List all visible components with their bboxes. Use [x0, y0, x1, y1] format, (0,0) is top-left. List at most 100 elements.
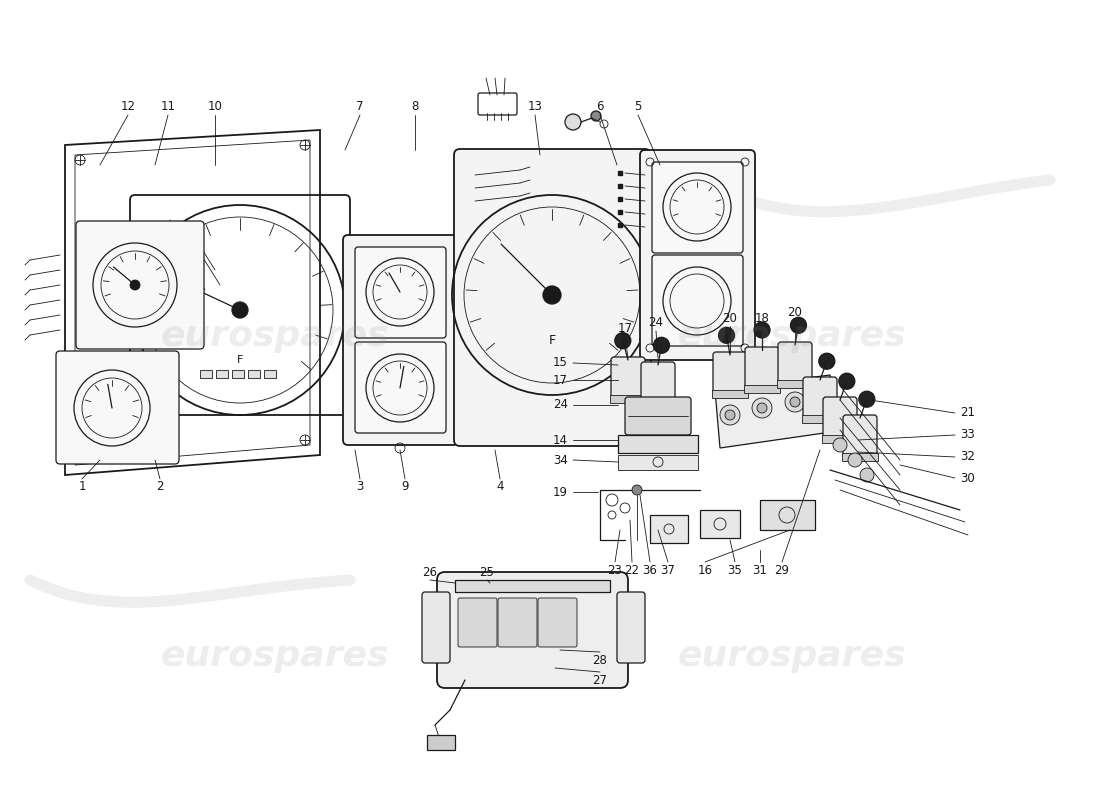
Bar — [712, 390, 748, 398]
Text: 32: 32 — [960, 450, 975, 463]
Text: 37: 37 — [661, 563, 675, 577]
Text: 28: 28 — [593, 654, 607, 666]
FancyBboxPatch shape — [713, 352, 747, 393]
Bar — [200, 370, 212, 378]
FancyBboxPatch shape — [745, 347, 779, 388]
Circle shape — [232, 302, 248, 318]
Text: 15: 15 — [553, 357, 568, 370]
Bar — [640, 400, 676, 408]
Text: 11: 11 — [161, 101, 176, 114]
Text: 18: 18 — [755, 311, 769, 325]
Text: 9: 9 — [402, 481, 409, 494]
Text: 3: 3 — [356, 481, 364, 494]
Text: eurospares: eurospares — [678, 639, 906, 673]
Bar — [610, 395, 646, 403]
Text: 19: 19 — [553, 486, 568, 498]
FancyBboxPatch shape — [823, 397, 857, 438]
Text: 17: 17 — [617, 322, 632, 334]
Text: 14: 14 — [553, 434, 568, 446]
Bar — [264, 370, 276, 378]
Circle shape — [632, 485, 642, 495]
Text: F: F — [236, 355, 243, 365]
Text: 25: 25 — [480, 566, 494, 578]
Bar — [842, 453, 878, 461]
Text: 12: 12 — [121, 101, 135, 114]
Text: eurospares: eurospares — [678, 319, 906, 353]
Text: 2: 2 — [156, 481, 164, 494]
Text: 36: 36 — [642, 563, 658, 577]
Circle shape — [720, 405, 740, 425]
Bar — [700, 510, 740, 538]
Circle shape — [859, 391, 874, 407]
Text: eurospares: eurospares — [161, 319, 389, 353]
FancyBboxPatch shape — [437, 572, 628, 688]
Text: 1: 1 — [78, 481, 86, 494]
Bar — [760, 500, 815, 530]
Text: 30: 30 — [960, 471, 975, 485]
Circle shape — [565, 114, 581, 130]
FancyBboxPatch shape — [498, 598, 537, 647]
Circle shape — [543, 286, 561, 304]
Text: 8: 8 — [411, 101, 419, 114]
Circle shape — [860, 468, 875, 482]
Circle shape — [839, 374, 855, 390]
Text: 27: 27 — [593, 674, 607, 686]
Text: 10: 10 — [208, 101, 222, 114]
Text: 4: 4 — [496, 481, 504, 494]
Circle shape — [791, 318, 806, 334]
Circle shape — [725, 410, 735, 420]
FancyBboxPatch shape — [538, 598, 578, 647]
Bar — [650, 515, 688, 543]
Text: 24: 24 — [553, 398, 568, 411]
Circle shape — [818, 354, 835, 370]
FancyBboxPatch shape — [625, 397, 691, 435]
Polygon shape — [715, 375, 845, 448]
Bar — [822, 435, 858, 443]
Polygon shape — [618, 455, 698, 470]
Circle shape — [833, 438, 847, 452]
FancyBboxPatch shape — [343, 235, 458, 445]
FancyBboxPatch shape — [610, 357, 645, 398]
FancyBboxPatch shape — [56, 351, 179, 464]
Text: 20: 20 — [788, 306, 802, 319]
Text: 23: 23 — [607, 563, 623, 577]
Text: 13: 13 — [528, 101, 542, 114]
Circle shape — [130, 280, 140, 290]
Bar — [232, 370, 244, 378]
FancyBboxPatch shape — [843, 415, 877, 456]
FancyBboxPatch shape — [803, 377, 837, 418]
FancyBboxPatch shape — [652, 162, 742, 253]
FancyBboxPatch shape — [454, 149, 651, 446]
Text: 16: 16 — [697, 563, 713, 577]
Text: 22: 22 — [625, 563, 639, 577]
Text: 35: 35 — [727, 563, 742, 577]
Circle shape — [752, 398, 772, 418]
Circle shape — [591, 111, 601, 121]
Circle shape — [785, 392, 805, 412]
Text: 31: 31 — [752, 563, 768, 577]
Bar — [618, 435, 698, 453]
FancyBboxPatch shape — [458, 598, 497, 647]
FancyBboxPatch shape — [778, 342, 812, 383]
Bar — [455, 580, 610, 592]
Circle shape — [615, 333, 630, 349]
Text: 5: 5 — [635, 101, 641, 114]
FancyBboxPatch shape — [641, 362, 675, 403]
Bar — [248, 370, 260, 378]
FancyBboxPatch shape — [652, 255, 742, 346]
Text: eurospares: eurospares — [161, 639, 389, 673]
Circle shape — [790, 397, 800, 407]
Text: F: F — [549, 334, 556, 346]
Bar — [744, 385, 780, 393]
Bar — [777, 380, 813, 388]
Text: 34: 34 — [553, 454, 568, 466]
Bar — [427, 735, 455, 750]
Circle shape — [757, 403, 767, 413]
Bar — [802, 415, 838, 423]
Text: 6: 6 — [596, 101, 604, 114]
Text: 17: 17 — [553, 374, 568, 386]
Text: 26: 26 — [422, 566, 438, 578]
Text: 21: 21 — [960, 406, 975, 419]
Bar — [216, 370, 228, 378]
Circle shape — [718, 327, 735, 343]
